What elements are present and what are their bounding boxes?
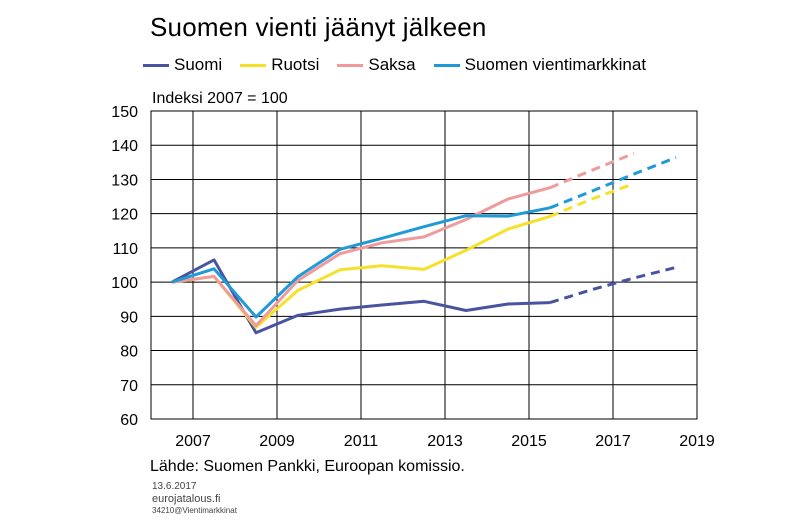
legend-swatch-ruotsi [240, 63, 267, 67]
legend-item-suomi: Suomi [143, 55, 222, 75]
y-tick-label: 150 [111, 104, 138, 121]
y-tick-label: 110 [112, 241, 138, 258]
y-tick-label: 70 [120, 378, 138, 395]
series-forecast-ruotsi [549, 182, 635, 218]
x-tick-label: 2015 [511, 433, 547, 450]
y-tick-label: 100 [111, 275, 138, 292]
y-tick-label: 60 [120, 412, 138, 429]
series-forecast-suomen-vientimarkkinat [549, 156, 677, 210]
x-tick-label: 2013 [427, 433, 463, 450]
legend-item-vientimarkkinat: Suomen vientimarkkinat [433, 55, 647, 75]
legend: Suomi Ruotsi Saksa Suomen vientimarkkina… [143, 55, 664, 75]
chart-subtitle: Indeksi 2007 = 100 [152, 90, 288, 107]
series-forecast-saksa [549, 152, 635, 190]
series-forecast-suomi [549, 265, 677, 305]
series-line-saksa [171, 186, 551, 328]
y-tick-label: 80 [120, 344, 138, 361]
legend-swatch-saksa [337, 63, 364, 67]
chart-title: Suomen vienti jäänyt jälkeen [150, 12, 487, 42]
legend-label-suomi: Suomi [174, 55, 223, 74]
series-line-suomen-vientimarkkinat [171, 206, 551, 319]
y-tick-label: 140 [111, 138, 138, 155]
y-tick-label: 90 [120, 309, 138, 326]
footer-code: 34210@Vientimarkkinat [152, 506, 237, 515]
legend-item-saksa: Saksa [337, 55, 416, 75]
legend-swatch-suomi [143, 63, 169, 67]
footer-site: eurojatalous.fi [152, 493, 221, 505]
footer-date: 13.6.2017 [152, 481, 197, 492]
x-tick-label: 2009 [259, 433, 295, 450]
plot-frame [150, 110, 698, 420]
legend-label-vientimarkkinat: Suomen vientimarkkinat [464, 55, 647, 74]
legend-item-ruotsi: Ruotsi [240, 55, 319, 75]
y-tick-label: 120 [111, 207, 138, 224]
x-tick-label: 2011 [344, 433, 379, 450]
legend-label-ruotsi: Ruotsi [271, 55, 320, 74]
series-line-suomi [171, 258, 551, 335]
x-tick-label: 2007 [175, 433, 211, 450]
legend-label-saksa: Saksa [368, 55, 416, 74]
x-tick-label: 2019 [679, 433, 715, 450]
y-tick-label: 130 [111, 172, 138, 189]
legend-swatch-vientimarkkinat [433, 63, 460, 67]
x-tick-label: 2017 [595, 433, 631, 450]
source-note: Lähde: Suomen Pankki, Euroopan komissio. [150, 458, 465, 475]
